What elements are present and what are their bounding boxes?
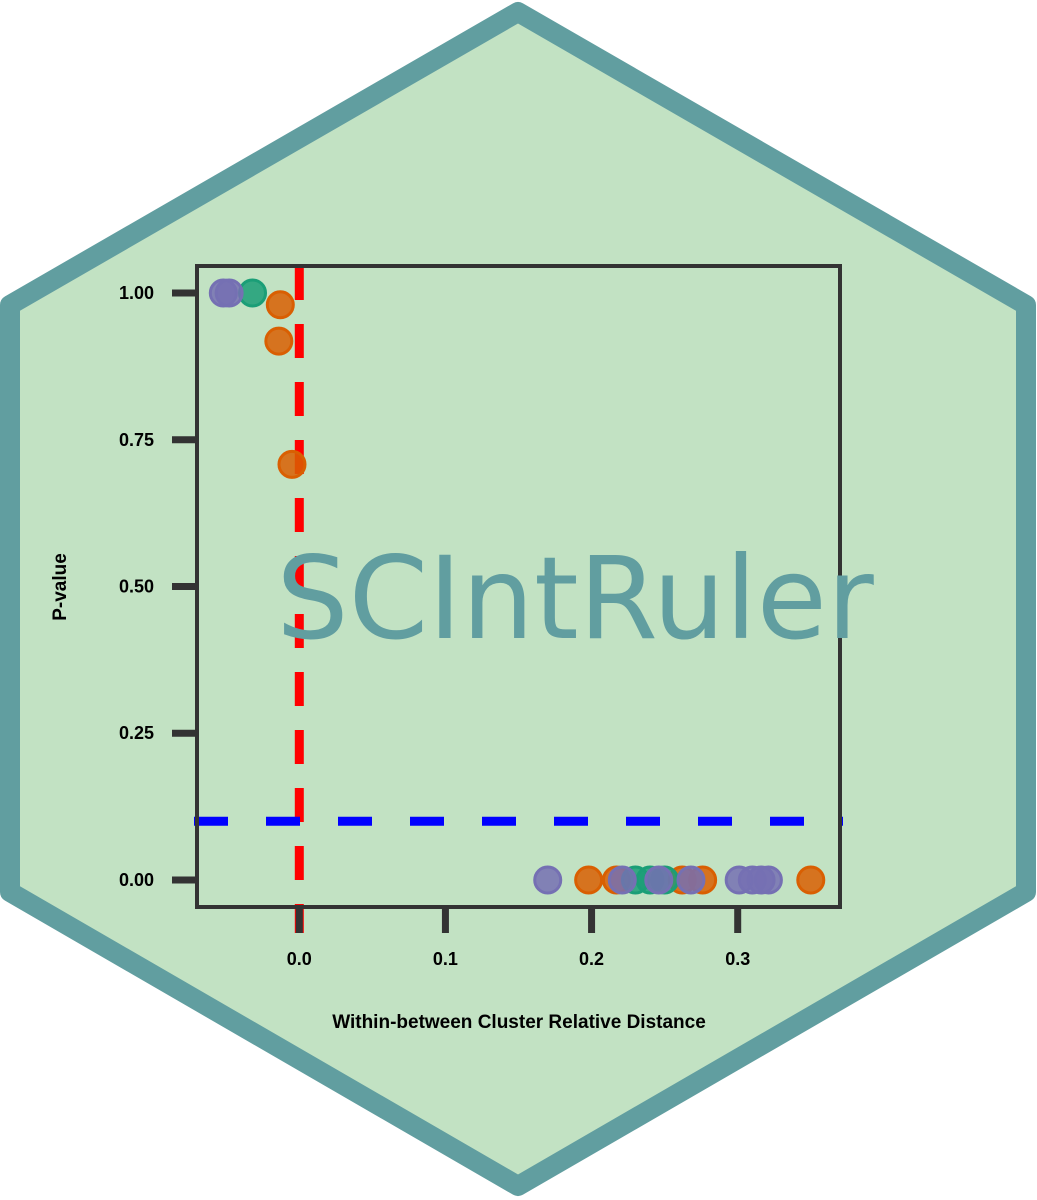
x-axis-title: Within-between Cluster Relative Distance [332, 1012, 706, 1033]
data-point [574, 865, 604, 895]
y-tick-label: 0.75 [119, 430, 154, 450]
data-point [265, 290, 295, 320]
data-point [753, 865, 783, 895]
y-tick-label: 0.25 [119, 723, 154, 743]
data-point [796, 865, 826, 895]
x-tick-label: 0.1 [433, 949, 458, 969]
x-tick-label: 0.2 [579, 949, 604, 969]
y-tick-label: 0.00 [119, 870, 154, 890]
y-tick-label: 1.00 [119, 283, 154, 303]
data-point [214, 278, 244, 308]
data-point [644, 865, 674, 895]
y-axis-title: P-value [50, 553, 71, 621]
x-tick-label: 0.0 [287, 949, 312, 969]
brand-wordmark: SCIntRuler [276, 532, 874, 665]
x-tick-label: 0.3 [725, 949, 750, 969]
y-tick-label: 0.50 [119, 577, 154, 597]
data-point [533, 865, 563, 895]
data-point [676, 865, 706, 895]
plot-area: 0.00 0.25 0.50 0.75 1.00 0.0 0.1 0.2 0.3 [119, 264, 843, 969]
data-point [264, 326, 294, 356]
data-point [607, 865, 637, 895]
data-point [277, 449, 307, 479]
